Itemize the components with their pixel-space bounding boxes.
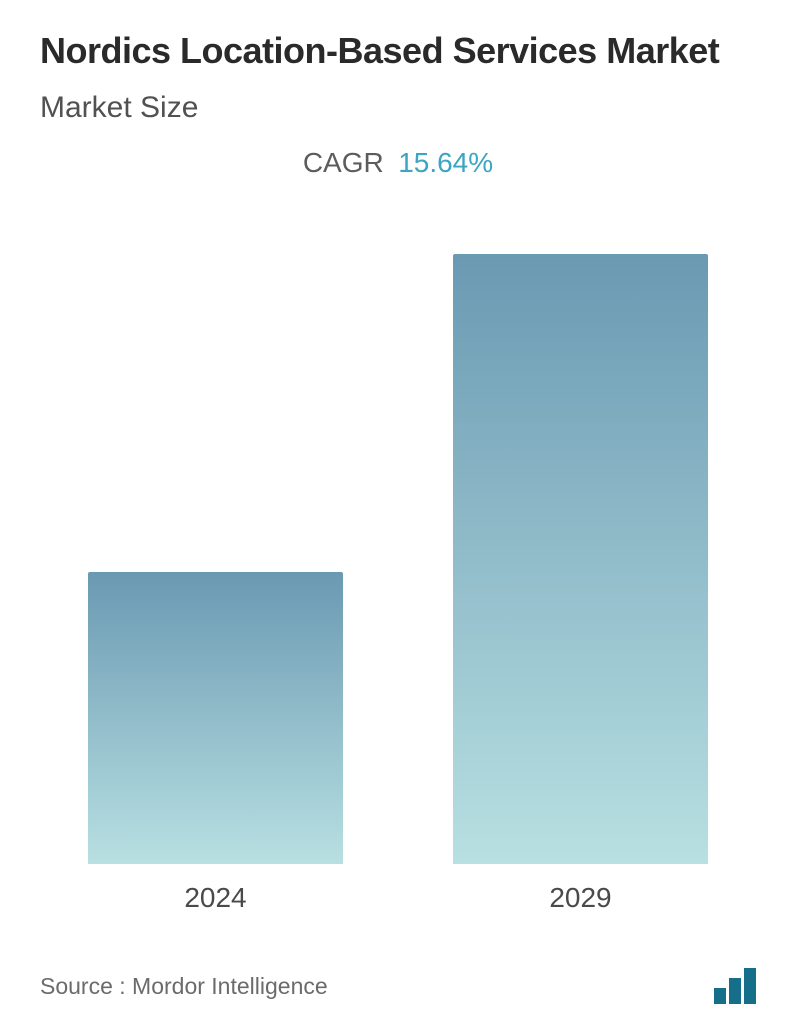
x-axis-labels: 2024 2029 <box>40 882 756 914</box>
source-text: Source : Mordor Intelligence <box>40 973 328 1000</box>
footer: Source : Mordor Intelligence <box>40 968 756 1004</box>
bar-chart: 2024 2029 <box>40 224 756 864</box>
xlabel-1: 2029 <box>453 882 708 914</box>
bar-2024 <box>88 572 343 865</box>
xlabel-0: 2024 <box>88 882 343 914</box>
page-subtitle: Market Size <box>40 91 756 125</box>
bars-container <box>40 244 756 864</box>
logo-bars-icon <box>714 968 756 1004</box>
page-title: Nordics Location-Based Services Market <box>40 30 756 71</box>
brand-logo <box>714 968 756 1004</box>
cagr-label: CAGR <box>303 147 384 178</box>
cagr-row: CAGR 15.64% <box>40 147 756 179</box>
cagr-value: 15.64% <box>398 147 493 178</box>
bar-2029 <box>453 254 708 864</box>
market-chart-page: Nordics Location-Based Services Market M… <box>0 0 796 1034</box>
